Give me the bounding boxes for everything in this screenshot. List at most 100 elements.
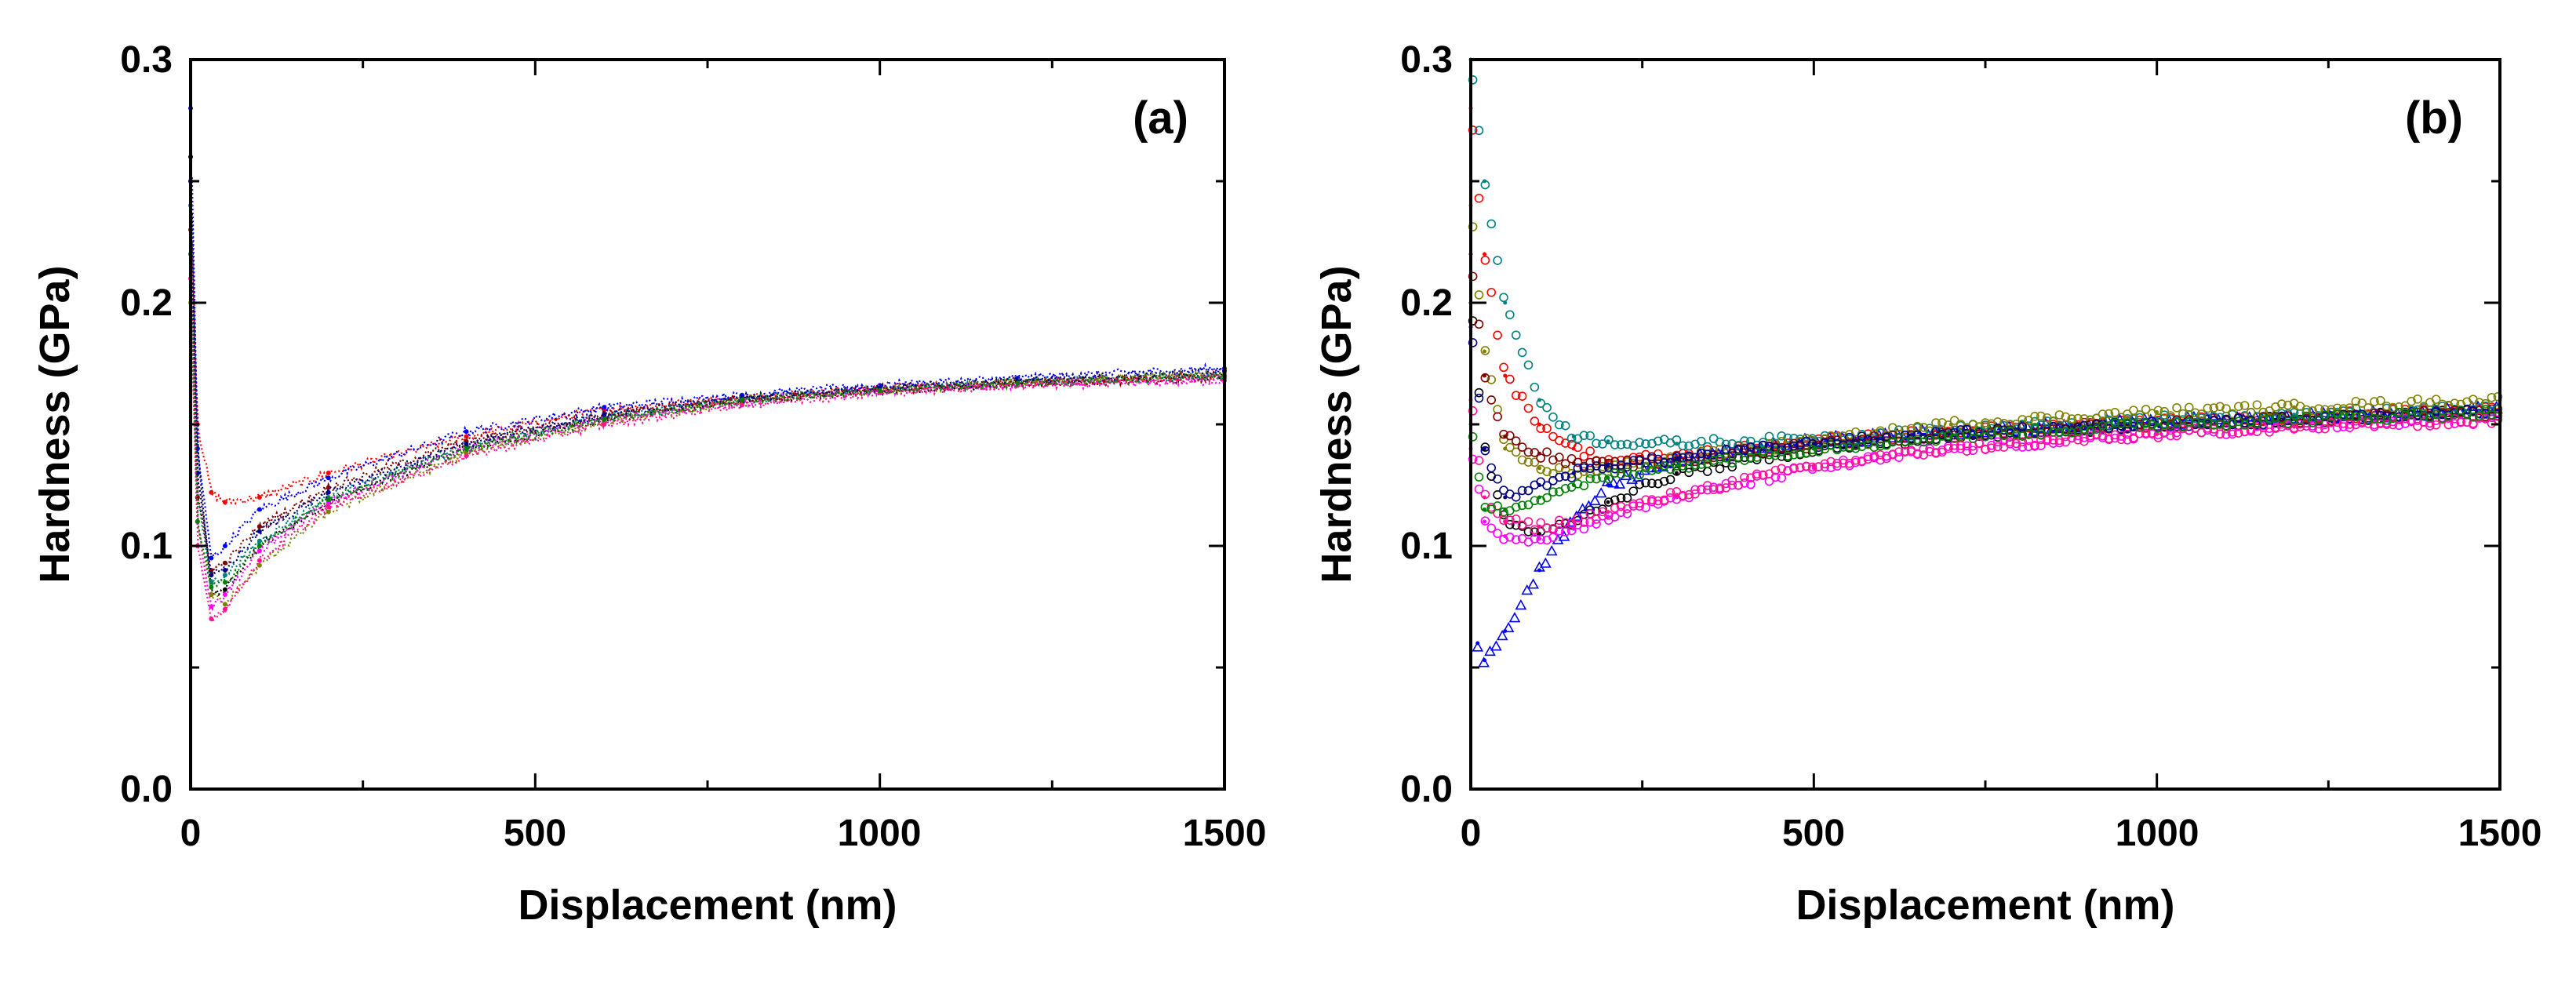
y-tick-label-0: 0.0 bbox=[120, 769, 173, 810]
data-marker bbox=[2289, 415, 2299, 424]
data-marker bbox=[2061, 427, 2071, 436]
data-marker bbox=[1493, 474, 1502, 484]
data-marker bbox=[1992, 442, 2003, 452]
data-marker bbox=[2067, 414, 2077, 424]
data-point bbox=[222, 602, 227, 607]
data-marker bbox=[1783, 451, 1792, 461]
data-marker bbox=[1610, 512, 1620, 522]
data-marker bbox=[2246, 426, 2256, 436]
data-marker bbox=[2141, 419, 2151, 428]
data-marker bbox=[2450, 409, 2460, 420]
data-marker bbox=[1505, 519, 1515, 529]
data-marker bbox=[1560, 518, 1570, 527]
data-marker bbox=[1721, 439, 1731, 449]
data-marker bbox=[1493, 529, 1502, 538]
data-marker bbox=[2252, 419, 2262, 428]
data-marker bbox=[2030, 428, 2039, 438]
data-marker bbox=[1486, 375, 1497, 384]
data-point bbox=[1537, 422, 1541, 427]
data-marker bbox=[2431, 395, 2441, 404]
panel-b: 0.0 0.1 0.2 0.3 0 500 1000 1500 Displace… bbox=[1313, 39, 2541, 929]
data-point bbox=[1537, 524, 1541, 529]
x-tick-label-2: 1000 bbox=[838, 813, 922, 854]
data-marker bbox=[1588, 494, 1601, 506]
data-marker bbox=[1919, 433, 1929, 443]
data-marker bbox=[2450, 398, 2460, 408]
data-marker bbox=[1697, 485, 1706, 495]
data-marker bbox=[2221, 404, 2231, 413]
data-marker bbox=[1468, 75, 1478, 85]
data-marker bbox=[1508, 612, 1521, 623]
data-point bbox=[1674, 493, 1679, 497]
data-marker bbox=[1555, 519, 1564, 529]
data-marker bbox=[2413, 395, 2422, 404]
data-marker bbox=[2098, 420, 2108, 431]
data-marker bbox=[1539, 557, 1552, 568]
data-marker bbox=[2258, 420, 2269, 430]
data-marker bbox=[2110, 408, 2120, 417]
data-marker bbox=[2388, 413, 2398, 424]
data-point bbox=[1482, 349, 1486, 354]
data-marker bbox=[2277, 413, 2287, 424]
data-marker bbox=[1616, 440, 1626, 449]
data-marker bbox=[1622, 456, 1632, 465]
data-point bbox=[1571, 461, 1576, 466]
data-marker bbox=[2258, 407, 2269, 417]
data-marker bbox=[1826, 437, 1836, 447]
tick-marks bbox=[1469, 58, 2501, 791]
data-marker bbox=[2437, 413, 2447, 424]
data-marker bbox=[2283, 416, 2293, 426]
data-marker bbox=[1968, 446, 1978, 456]
data-point bbox=[464, 429, 469, 435]
data-marker bbox=[1480, 255, 1490, 265]
data-marker bbox=[2073, 427, 2083, 436]
data-marker bbox=[1517, 391, 1527, 401]
data-marker bbox=[1480, 442, 1490, 452]
data-marker bbox=[2129, 419, 2138, 428]
x-tick-label-3: 1500 bbox=[1183, 813, 1267, 854]
data-marker bbox=[1486, 219, 1497, 229]
data-point bbox=[1475, 641, 1480, 646]
data-point bbox=[257, 558, 262, 563]
y-tick-label-0: 0.0 bbox=[1400, 769, 1453, 810]
data-marker bbox=[1628, 470, 1639, 479]
data-marker bbox=[1555, 420, 1564, 430]
data-marker bbox=[2228, 429, 2237, 439]
data-point bbox=[1482, 658, 1486, 663]
data-point bbox=[1571, 483, 1576, 487]
data-marker bbox=[1545, 544, 1558, 556]
y-axis-title: Hardness (GPa) bbox=[31, 265, 78, 583]
data-marker bbox=[2332, 403, 2342, 413]
data-marker bbox=[2493, 404, 2503, 414]
data-marker bbox=[1850, 427, 1861, 437]
data-marker bbox=[1468, 338, 1478, 347]
data-marker bbox=[2153, 406, 2163, 416]
data-marker bbox=[2419, 411, 2429, 421]
data-point bbox=[1482, 519, 1486, 524]
data-marker bbox=[1826, 441, 1836, 450]
data-marker bbox=[2018, 422, 2028, 431]
data-point bbox=[1606, 483, 1610, 487]
data-marker bbox=[1542, 493, 1552, 503]
data-marker bbox=[1820, 438, 1830, 449]
data-marker bbox=[1585, 468, 1595, 478]
data-marker bbox=[1472, 641, 1484, 652]
data-point bbox=[464, 453, 469, 459]
data-marker bbox=[2221, 424, 2231, 434]
data-marker bbox=[1474, 125, 1484, 136]
data-point bbox=[222, 573, 227, 578]
data-marker bbox=[2209, 420, 2219, 430]
data-marker bbox=[1536, 464, 1546, 475]
data-marker bbox=[1653, 436, 1663, 446]
data-point bbox=[464, 441, 469, 446]
data-marker bbox=[1560, 483, 1570, 493]
data-marker bbox=[1579, 463, 1589, 473]
data-marker bbox=[1517, 455, 1527, 465]
data-marker bbox=[1511, 391, 1521, 400]
data-marker bbox=[2376, 395, 2385, 406]
data-marker bbox=[1659, 457, 1669, 467]
data-marker bbox=[1502, 621, 1515, 633]
data-marker bbox=[1783, 446, 1792, 456]
data-marker bbox=[2196, 420, 2207, 429]
data-marker bbox=[1665, 488, 1675, 497]
